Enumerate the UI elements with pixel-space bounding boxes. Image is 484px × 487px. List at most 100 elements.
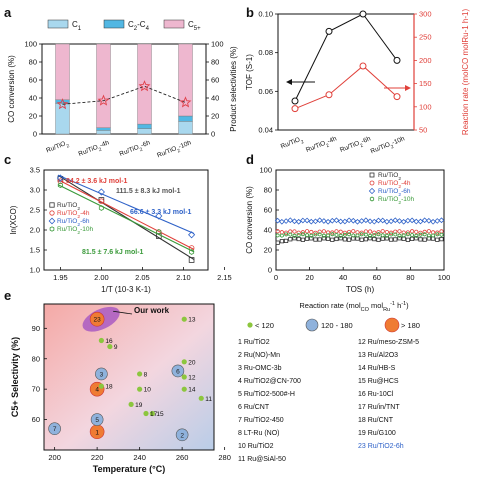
fit-line — [57, 184, 195, 253]
data-point — [337, 218, 344, 225]
data-point — [380, 229, 385, 234]
data-point — [57, 182, 63, 189]
legend-class-marker — [305, 318, 319, 332]
catalyst-point-label: 9 — [114, 344, 118, 351]
data-point — [338, 229, 343, 234]
legend-label: Ru/TiO2 — [378, 172, 401, 182]
data-point — [359, 232, 364, 237]
y-tick-label: 0.06 — [258, 87, 273, 96]
data-point — [296, 232, 301, 238]
catalyst-list-item: 10 Ru/TiO2 — [238, 443, 274, 450]
rate-point — [291, 105, 299, 113]
category-label: Ru/TiO2-4h — [78, 139, 112, 160]
data-point — [439, 237, 444, 242]
data-point — [279, 218, 285, 225]
data-point — [439, 229, 444, 234]
catalyst-point-18 — [98, 383, 104, 389]
data-point — [380, 233, 385, 238]
data-point — [330, 237, 335, 242]
y-tick-label: 90 — [32, 324, 40, 333]
data-point — [405, 230, 410, 235]
y2-tick-label: 250 — [419, 33, 432, 42]
data-point — [426, 229, 431, 234]
data-point — [367, 236, 373, 241]
data-point — [325, 230, 331, 235]
x-tick-label: 2.05 — [135, 273, 150, 282]
data-point — [388, 230, 394, 235]
data-point — [312, 218, 319, 225]
x-tick-label: 2.10 — [176, 273, 191, 282]
legend-title: Reaction rate (molCO molRu-1 h-1) — [299, 301, 409, 313]
data-point — [300, 230, 305, 235]
data-point — [330, 232, 335, 237]
data-point — [346, 229, 352, 235]
legend-label: C5+ — [188, 20, 201, 32]
rate-point — [359, 62, 367, 70]
legend-class-label: > 180 — [401, 321, 420, 330]
data-point — [351, 229, 356, 234]
conversion-line — [62, 85, 186, 105]
data-point — [397, 229, 402, 234]
y2-tick-label: 60 — [211, 76, 219, 85]
catalyst-point-label: 13 — [188, 317, 196, 324]
data-point — [305, 233, 310, 238]
x-tick-label: 2.00 — [94, 273, 109, 282]
catalyst-point-label: 17 — [150, 411, 158, 418]
fit-line — [57, 174, 195, 235]
legend-swatch — [47, 19, 69, 29]
data-point — [313, 237, 318, 242]
data-point — [347, 232, 352, 237]
y-tick-label: 100 — [24, 40, 37, 49]
data-point — [325, 236, 331, 241]
catalyst-list-item: 18 Ru/CNT — [358, 417, 394, 424]
category-label: Ru/TiO2 — [280, 135, 305, 153]
catalyst-point-2 — [175, 428, 189, 442]
panel-a-frame — [41, 43, 207, 135]
y-tick-label: 60 — [264, 206, 272, 215]
x-tick-label: 1.95 — [53, 273, 68, 282]
catalyst-list-item: 7 Ru/TiO2-450 — [238, 417, 284, 424]
data-point — [371, 218, 378, 225]
y-tick-label: 0 — [33, 130, 37, 139]
conversion-star — [56, 98, 69, 110]
data-point — [296, 230, 301, 235]
data-point — [326, 233, 331, 238]
y-tick-label: 0.08 — [258, 48, 273, 57]
data-point — [342, 237, 347, 242]
category-label: Ru/TiO2-6h — [119, 139, 153, 160]
data-point — [275, 240, 280, 245]
data-point — [321, 218, 327, 224]
catalyst-point-3 — [95, 367, 108, 381]
annotation-pointer — [113, 310, 133, 315]
data-point — [363, 217, 369, 224]
data-point — [389, 232, 394, 237]
panel-e-frame — [43, 303, 215, 451]
data-point — [434, 218, 441, 224]
data-point — [342, 218, 348, 225]
y2-tick-label: 150 — [419, 79, 432, 88]
data-point — [346, 217, 352, 224]
legend-label: Ru/TiO2-6h — [57, 218, 90, 228]
catalyst-point-19 — [128, 401, 134, 407]
catalyst-list-item: 16 Ru-10Cl — [358, 391, 394, 398]
catalyst-list-item: 14 Ru/HB-S — [358, 365, 396, 372]
x-axis-label: Temperature (°C) — [93, 464, 165, 474]
tof-point — [291, 97, 299, 105]
data-point — [283, 238, 289, 243]
legend-swatch — [163, 19, 185, 29]
data-point — [368, 233, 373, 238]
panel-label-a: a — [4, 5, 12, 20]
catalyst-point-12 — [181, 374, 187, 380]
data-point — [309, 236, 314, 241]
data-point — [359, 230, 364, 235]
data-point — [346, 237, 352, 242]
data-point — [342, 232, 347, 237]
x-tick-label: 80 — [406, 273, 414, 282]
catalyst-point-label: 3 — [100, 371, 104, 378]
data-point — [409, 217, 415, 224]
fit-line — [57, 179, 195, 250]
data-point — [414, 236, 419, 241]
data-point — [401, 236, 406, 241]
bar-C2-C4 — [178, 115, 193, 122]
